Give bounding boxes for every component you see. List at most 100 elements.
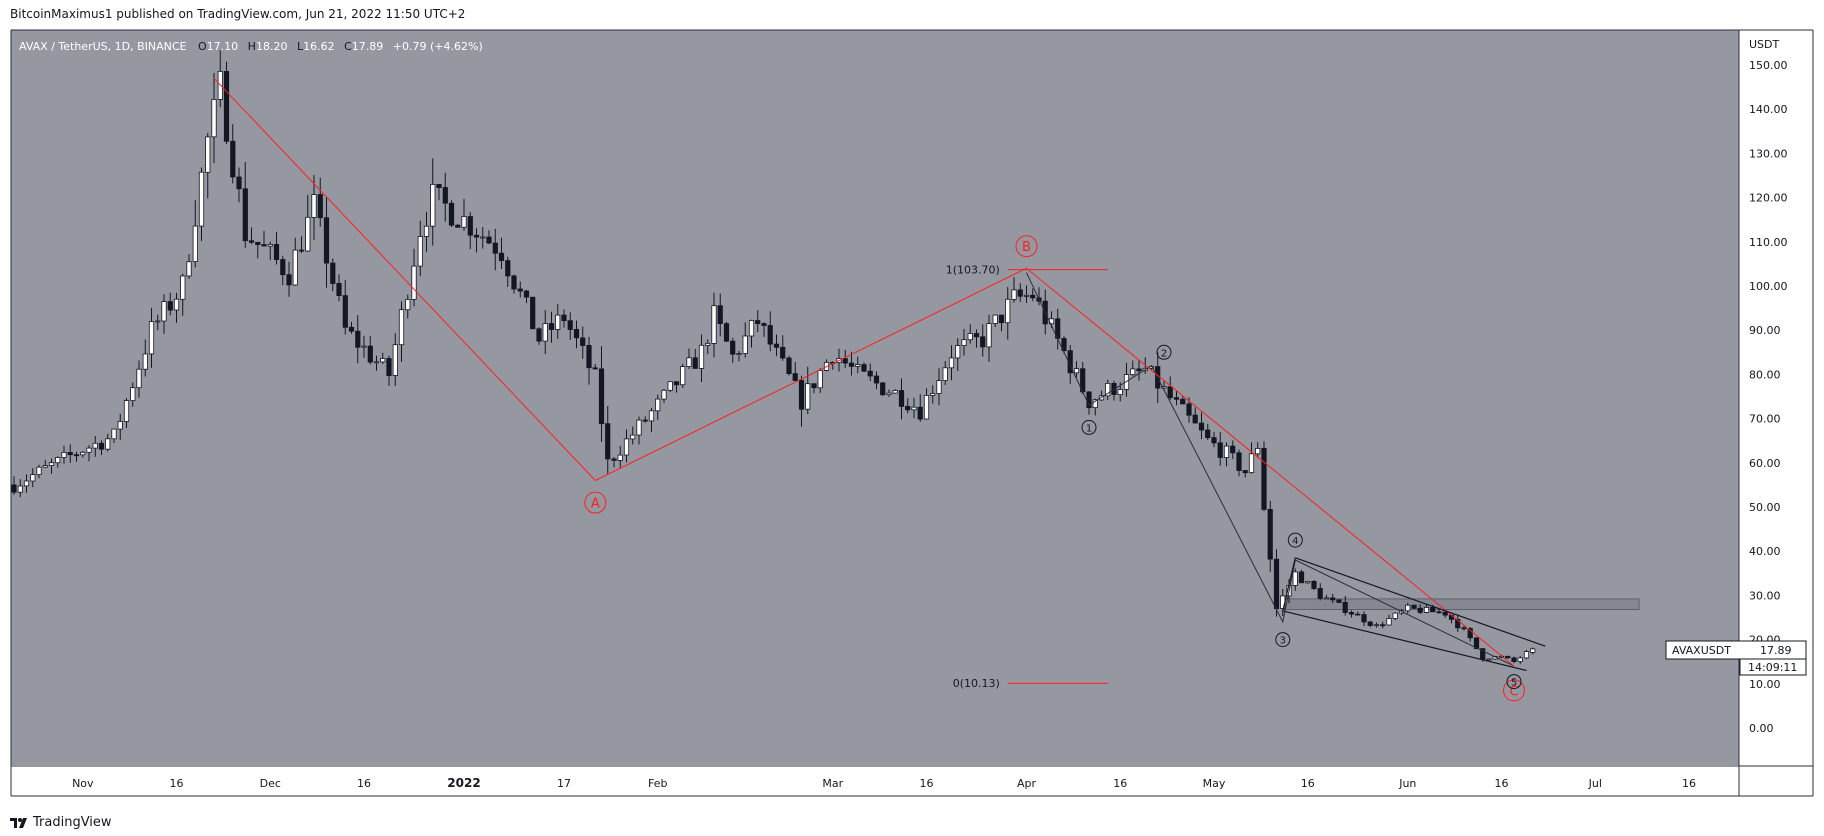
candle[interactable] xyxy=(773,334,780,357)
candle[interactable] xyxy=(717,293,723,337)
candle[interactable] xyxy=(636,416,642,445)
candle[interactable] xyxy=(598,346,605,442)
candle[interactable] xyxy=(242,162,248,248)
candle[interactable] xyxy=(1467,627,1473,642)
candle[interactable] xyxy=(792,361,798,382)
candle[interactable] xyxy=(586,336,592,385)
candle[interactable] xyxy=(880,382,886,396)
candle[interactable] xyxy=(286,261,292,297)
candle[interactable] xyxy=(1323,594,1330,600)
candle[interactable] xyxy=(986,314,992,362)
candle[interactable] xyxy=(1405,602,1411,614)
candle[interactable] xyxy=(1530,647,1536,655)
candle[interactable] xyxy=(105,433,111,452)
candle[interactable] xyxy=(23,474,30,493)
candle[interactable] xyxy=(161,294,167,334)
candle[interactable] xyxy=(761,322,767,337)
candle[interactable] xyxy=(448,200,455,227)
candle[interactable] xyxy=(298,236,305,253)
candle[interactable] xyxy=(467,212,473,250)
candle[interactable] xyxy=(36,464,42,479)
candle[interactable] xyxy=(1455,614,1461,632)
candle[interactable] xyxy=(248,227,255,245)
candle[interactable] xyxy=(680,363,686,389)
candle[interactable] xyxy=(723,321,730,342)
candle[interactable] xyxy=(1167,376,1173,401)
candle[interactable] xyxy=(592,363,598,370)
candle[interactable] xyxy=(936,368,942,406)
candle[interactable] xyxy=(517,281,523,298)
candle[interactable] xyxy=(361,335,367,358)
candle[interactable] xyxy=(180,273,186,316)
candle[interactable] xyxy=(1423,604,1430,613)
candle[interactable] xyxy=(505,256,511,287)
price-tag[interactable]: AVAXUSDT 17.89 14:09:11 xyxy=(1665,640,1807,676)
candle[interactable] xyxy=(973,329,980,348)
candle[interactable] xyxy=(992,314,998,328)
candle[interactable] xyxy=(167,292,173,316)
candle[interactable] xyxy=(367,335,373,365)
candle[interactable] xyxy=(1392,612,1398,621)
candle[interactable] xyxy=(236,167,242,203)
candle[interactable] xyxy=(1248,442,1255,474)
candle[interactable] xyxy=(373,355,380,371)
candle[interactable] xyxy=(798,375,805,427)
candle[interactable] xyxy=(1367,620,1373,628)
candle[interactable] xyxy=(1017,283,1023,302)
impulse-wave-path[interactable] xyxy=(1026,272,1515,667)
candle[interactable] xyxy=(1298,569,1305,584)
candle[interactable] xyxy=(605,406,611,474)
candle[interactable] xyxy=(198,167,205,242)
candle[interactable] xyxy=(280,255,286,286)
candle[interactable] xyxy=(1173,390,1180,406)
candle[interactable] xyxy=(1255,442,1261,459)
candle[interactable] xyxy=(98,440,105,455)
candle[interactable] xyxy=(1180,396,1186,405)
candle[interactable] xyxy=(1267,500,1273,572)
candle[interactable] xyxy=(192,200,198,268)
candle[interactable] xyxy=(955,338,961,371)
candle[interactable] xyxy=(436,183,442,201)
candle[interactable] xyxy=(786,355,792,376)
candle[interactable] xyxy=(730,337,736,363)
candle[interactable] xyxy=(142,339,148,377)
candle[interactable] xyxy=(623,429,630,463)
candle[interactable] xyxy=(1030,288,1036,302)
candle[interactable] xyxy=(873,371,880,390)
candle[interactable] xyxy=(1261,441,1267,512)
candle[interactable] xyxy=(1436,608,1442,614)
candle[interactable] xyxy=(1336,599,1342,604)
candle[interactable] xyxy=(861,362,867,373)
candle[interactable] xyxy=(1223,442,1230,467)
candle[interactable] xyxy=(1011,277,1017,303)
candle[interactable] xyxy=(630,426,636,445)
candle[interactable] xyxy=(555,304,561,339)
candle[interactable] xyxy=(1386,614,1392,626)
candle[interactable] xyxy=(867,363,873,382)
candle[interactable] xyxy=(673,381,680,393)
candle[interactable] xyxy=(173,292,180,323)
candle[interactable] xyxy=(1511,656,1517,664)
candle[interactable] xyxy=(567,312,573,340)
candle[interactable] xyxy=(273,231,280,265)
candle[interactable] xyxy=(917,394,923,422)
candle[interactable] xyxy=(292,237,298,286)
candle[interactable] xyxy=(1236,449,1242,477)
candle[interactable] xyxy=(911,397,917,419)
candle[interactable] xyxy=(1348,610,1355,618)
candle[interactable] xyxy=(511,274,517,294)
wedge-lower-line[interactable] xyxy=(1282,610,1527,672)
candle[interactable] xyxy=(17,479,23,498)
candle[interactable] xyxy=(1517,656,1523,665)
candle[interactable] xyxy=(1361,611,1367,627)
candle[interactable] xyxy=(486,230,492,245)
candle[interactable] xyxy=(186,254,192,279)
candle[interactable] xyxy=(92,436,98,457)
time-axis-area[interactable] xyxy=(11,766,1739,796)
candle[interactable] xyxy=(542,310,548,355)
candle[interactable] xyxy=(692,348,698,369)
candle[interactable] xyxy=(1417,604,1423,614)
candle[interactable] xyxy=(155,314,161,331)
candle[interactable] xyxy=(67,444,73,463)
candle[interactable] xyxy=(55,456,61,468)
